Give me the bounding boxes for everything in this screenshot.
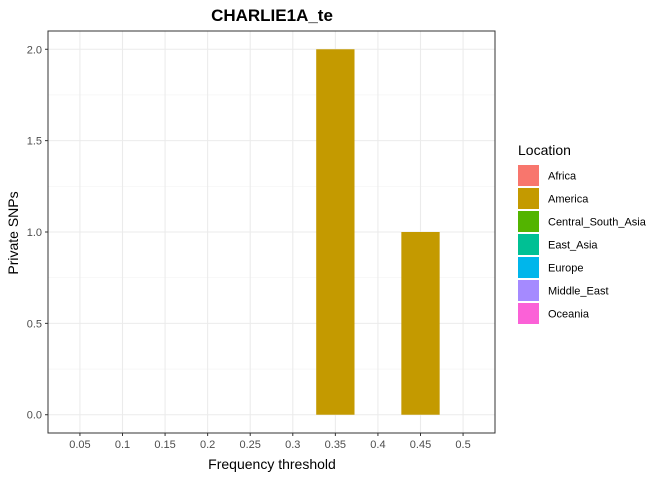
x-tick-label: 0.15 <box>154 439 175 451</box>
y-tick-label: 2.0 <box>27 44 42 56</box>
x-tick-label: 0.2 <box>200 439 215 451</box>
legend-label-east_asia: East_Asia <box>548 240 598 252</box>
x-axis-title: Frequency threshold <box>208 456 336 472</box>
x-tick-label: 0.4 <box>370 439 385 451</box>
x-tick-label: 0.35 <box>325 439 346 451</box>
y-tick-label: 1.5 <box>27 136 42 148</box>
x-tick-label: 0.05 <box>69 439 90 451</box>
legend-swatch-oceania <box>518 303 539 324</box>
y-axis-title: Private SNPs <box>5 191 21 274</box>
y-tick-label: 0.0 <box>27 410 42 422</box>
legend-swatch-europe <box>518 257 539 278</box>
legend-label-central_south_asia: Central_South_Asia <box>548 217 647 229</box>
legend-swatch-east_asia <box>518 234 539 255</box>
legend: Location Africa America Central_South_Asia… <box>518 142 647 324</box>
y-tick-label: 1.0 <box>27 227 42 239</box>
legend-label-america: America <box>548 194 589 206</box>
legend-swatch-central_south_asia <box>518 211 539 232</box>
legend-label-oceania: Oceania <box>548 309 590 321</box>
x-tick-label: 0.5 <box>455 439 470 451</box>
y-tick-label: 0.5 <box>27 318 42 330</box>
legend-swatch-middle_east <box>518 280 539 301</box>
x-tick-label: 0.3 <box>285 439 300 451</box>
x-tick-label: 0.45 <box>410 439 431 451</box>
bar-america-0.45 <box>401 232 440 415</box>
legend-title: Location <box>518 142 571 158</box>
bar-america-0.35 <box>316 49 355 415</box>
legend-label-africa: Africa <box>548 171 577 183</box>
legend-swatch-america <box>518 188 539 209</box>
legend-label-middle_east: Middle_East <box>548 286 609 298</box>
legend-swatch-africa <box>518 165 539 186</box>
x-tick-label: 0.25 <box>240 439 261 451</box>
chart-title: CHARLIE1A_te <box>211 6 333 25</box>
x-tick-label: 0.1 <box>115 439 130 451</box>
legend-label-europe: Europe <box>548 263 583 275</box>
